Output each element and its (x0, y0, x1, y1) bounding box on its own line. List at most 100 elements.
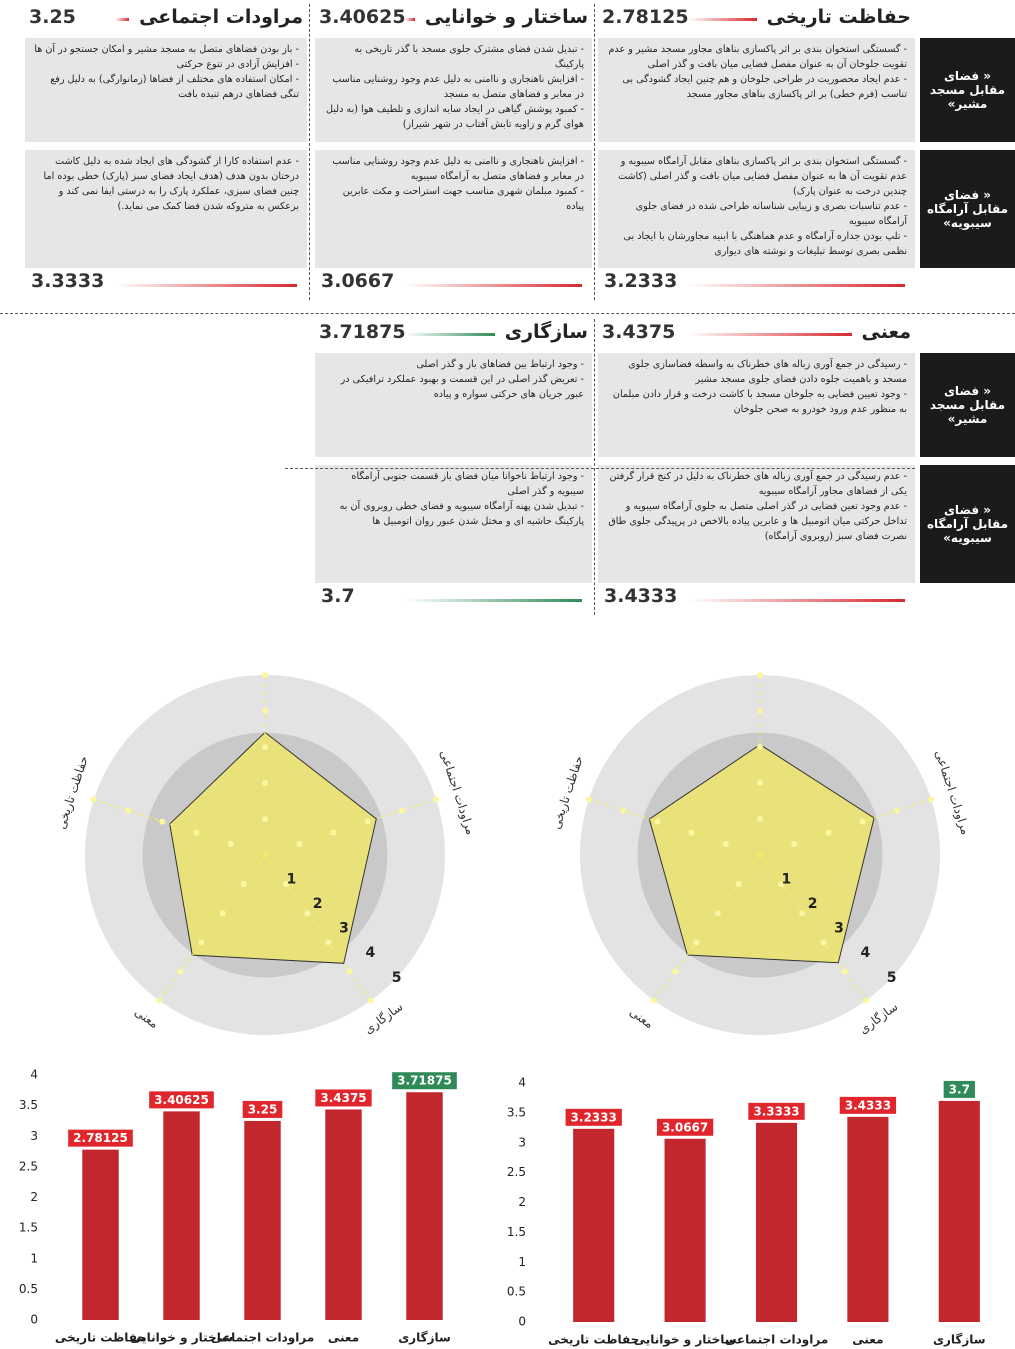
radar-tick-dot (620, 807, 627, 814)
column-score: 3.25 (29, 6, 76, 28)
radar-tick-dot (398, 807, 405, 814)
y-tick-label: 4 (30, 1068, 38, 1082)
row-label: « فضای مقابل آرامگاه سیبویه» (920, 465, 1015, 583)
x-tick-label: مراودات اجتماعی (725, 1333, 829, 1348)
radar-tick-dot (219, 910, 226, 917)
criterion-text: - عدم رسیدگی در جمع آوری زباله های خطرنا… (598, 465, 915, 583)
radar-tick-dot (585, 796, 592, 803)
radar-category-label: سازگاری (362, 999, 406, 1037)
radar-tick-dot (820, 939, 827, 946)
score-line (405, 18, 415, 21)
bar (573, 1128, 615, 1322)
value-label: 3.4333 (839, 1096, 897, 1114)
y-tick-label: 3.5 (507, 1105, 526, 1119)
y-tick-label: 4 (518, 1076, 526, 1090)
radar-tick-dot (693, 939, 700, 946)
radar-tick-dot (262, 708, 268, 714)
radar-tick-dot (688, 829, 695, 836)
radar-category-label: معنی (627, 1005, 656, 1032)
criterion-text: - گسستگی استخوان بندی بر اثر پاکسازی بنا… (598, 150, 915, 268)
row-label: « فضای مقابل مسجد مشیر» (920, 353, 1015, 457)
radar-axis (93, 798, 266, 856)
y-tick-label: 3 (518, 1135, 526, 1149)
radar-axis (588, 798, 761, 856)
radar-scale-label: 5 (392, 970, 402, 986)
bar (325, 1109, 362, 1320)
radar-tick-dot (156, 997, 163, 1004)
column-divider (594, 4, 595, 300)
value-label-box (839, 1096, 897, 1114)
bar (82, 1149, 119, 1320)
y-tick-label: 3 (30, 1129, 38, 1143)
y-tick-label: 1.5 (19, 1221, 38, 1235)
radar-tick-dot (198, 939, 205, 946)
radar-scale-label: 2 (808, 896, 818, 912)
score-line (405, 599, 582, 602)
score-line (405, 333, 495, 336)
y-tick-label: 1 (518, 1255, 526, 1269)
criterion-text: - وجود ارتباط بین فضاهای باز و گذر اصلی … (315, 353, 592, 457)
radar-category-label: مراودات اجتماعی (931, 748, 972, 836)
value-label-text: 3.3333 (753, 1104, 799, 1118)
radar-category-label: سازگاری (857, 999, 901, 1037)
radar-tick-dot (757, 780, 763, 786)
radar-tick-dot (262, 816, 268, 822)
x-tick-label: ساختار و خوانایی (130, 1331, 233, 1346)
value-label-box (68, 1129, 133, 1147)
value-label: 3.71875 (392, 1072, 457, 1090)
bottom-score: 3.2333 (604, 270, 678, 292)
value-label-text: 3.0667 (662, 1120, 708, 1134)
column-score: 3.40625 (319, 6, 406, 28)
y-tick-label: 0 (518, 1315, 526, 1329)
value-label-text: 3.25 (248, 1102, 278, 1116)
bottom-score: 3.3333 (31, 270, 105, 292)
value-label: 3.2333 (565, 1108, 622, 1126)
y-tick-label: 3.5 (19, 1098, 38, 1112)
radar-tick-dot (714, 910, 721, 917)
radar-category-label: معنی (132, 1005, 161, 1032)
value-label-text: 3.71875 (397, 1074, 452, 1088)
radar-tick-dot (757, 744, 763, 750)
column-score: 2.78125 (602, 6, 689, 28)
column-title: ساختار و خوانایی (424, 6, 588, 28)
y-tick-label: 2 (518, 1195, 526, 1209)
radar-tick-dot (90, 796, 97, 803)
x-tick-label: معنی (852, 1333, 883, 1347)
value-label-text: 3.4375 (320, 1091, 366, 1105)
radar-area (648, 744, 875, 964)
radar-tick-dot (433, 796, 440, 803)
radar-tick-dot (928, 796, 935, 803)
radar-tick-dot (757, 708, 763, 714)
section-divider (0, 313, 1015, 314)
x-tick-label: حفاظت تاریخی (548, 1333, 639, 1347)
radar-axis (158, 854, 266, 1001)
radar-tick-dot (325, 939, 332, 946)
radar-scale-label: 2 (313, 896, 323, 912)
radar-tick-dot (283, 881, 290, 888)
column-title: سازگاری (504, 321, 588, 343)
radar-tick-dot (177, 968, 184, 975)
score-line (688, 284, 905, 287)
radar-tick-dot (304, 910, 311, 917)
radar-tick-dot (859, 818, 866, 825)
value-label-box (656, 1118, 714, 1136)
value-label-box (565, 1108, 622, 1126)
criterion-text: - عدم استفاده کارا از گشودگی های ایجاد ش… (25, 150, 307, 268)
value-label-text: 3.4333 (845, 1098, 891, 1112)
radar-tick-dot (367, 997, 374, 1004)
x-tick-label: ساختار و خوانایی (634, 1333, 737, 1348)
row-divider (285, 468, 915, 469)
bar (847, 1116, 889, 1322)
bar (664, 1138, 706, 1322)
radar-tick-dot (262, 672, 268, 678)
row-label: « فضای مقابل آرامگاه سیبویه» (920, 150, 1015, 268)
score-line (115, 284, 297, 287)
radar-tick-dot (799, 910, 806, 917)
charts: مراودات اجتماعی سازگاری معنی حفاظت تاریخی 1 2… (19, 672, 986, 1348)
value-label: 3.3333 (748, 1102, 805, 1120)
value-label: 3.4375 (315, 1089, 372, 1107)
radar-tick-dot (735, 881, 742, 888)
radar-scale-label: 3 (339, 921, 349, 937)
criterion-text: - باز بودن فضاهای متصل به مسجد مشیر و ام… (25, 38, 307, 142)
radar-tick-dot (862, 997, 869, 1004)
